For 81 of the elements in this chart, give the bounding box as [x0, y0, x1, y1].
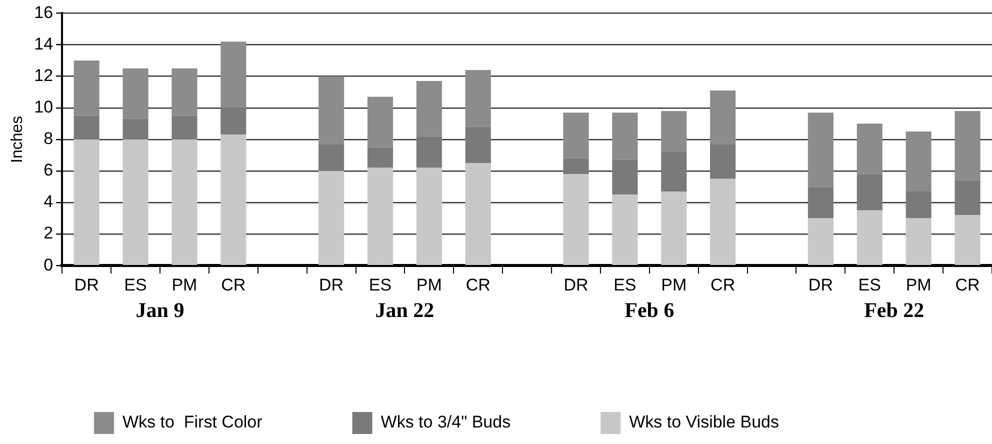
y-tick-label: 4 [44, 192, 54, 212]
bar [661, 191, 687, 265]
bar [661, 111, 687, 152]
bar [906, 191, 932, 218]
bar [416, 136, 442, 168]
bar [612, 160, 638, 195]
x-tick-label: PM [906, 275, 932, 294]
bar [563, 112, 589, 158]
x-tick-label: DR [808, 275, 833, 294]
bar [220, 134, 246, 265]
bar [318, 76, 344, 144]
y-tick-label: 0 [44, 255, 54, 274]
y-tick-label: 10 [34, 98, 54, 117]
y-axis-title: Inches [9, 116, 26, 163]
bar [172, 139, 198, 265]
bar [74, 116, 100, 140]
x-tick-label: ES [858, 275, 881, 294]
x-tick-label: PM [416, 275, 442, 294]
x-tick-label: DR [319, 275, 344, 294]
bar [856, 210, 882, 265]
y-tick-label: 8 [44, 129, 54, 148]
x-tick-label: ES [368, 275, 392, 294]
bar [122, 68, 148, 119]
bar [74, 139, 100, 265]
legend-label: Wks to 3/4" Buds [380, 412, 511, 432]
x-tick-label: DR [74, 275, 99, 294]
bar [954, 111, 980, 180]
x-tick-label: CR [955, 275, 980, 294]
bar [661, 152, 687, 192]
bar [465, 70, 491, 127]
bar [74, 60, 100, 116]
bar [318, 144, 344, 171]
bar [122, 139, 148, 265]
bar [856, 174, 882, 210]
bar [367, 147, 394, 168]
y-tick-label: 2 [44, 224, 54, 243]
bar [808, 112, 834, 187]
y-tick-label: 16 [34, 2, 54, 22]
x-tick-label: PM [661, 275, 687, 294]
bar [710, 178, 736, 265]
bar [416, 168, 442, 265]
bar [808, 218, 834, 265]
text: Feb 6 [624, 298, 674, 322]
y-tick-label: 6 [44, 160, 54, 180]
bar [220, 108, 246, 135]
bar [563, 174, 589, 265]
bar [808, 186, 834, 218]
text: Jan 22 [375, 298, 434, 322]
bar [954, 180, 980, 216]
bar [122, 118, 148, 140]
bar [220, 42, 246, 108]
x-tick-label: ES [614, 275, 636, 294]
x-tick-label: CR [466, 275, 490, 294]
legend-label: Wks to Visible Buds [629, 412, 780, 432]
bar [856, 124, 882, 174]
text: Jan 9 [136, 298, 184, 322]
bar [612, 194, 638, 265]
bar [465, 163, 491, 265]
bar [367, 168, 394, 265]
bar [465, 126, 491, 164]
x-tick-label: CR [710, 275, 736, 294]
bar [954, 215, 980, 265]
legend-label: Wks to First Color [122, 412, 263, 432]
bar [563, 158, 589, 174]
y-tick-label: 12 [34, 66, 54, 85]
bar [172, 116, 198, 140]
bar [906, 132, 932, 192]
y-tick-label: 14 [34, 34, 54, 54]
x-tick-label: ES [124, 275, 147, 294]
bar [416, 81, 442, 136]
bar [172, 68, 198, 116]
bar [367, 96, 394, 148]
bar [906, 218, 932, 265]
x-tick-label: DR [564, 275, 588, 294]
bar [612, 112, 638, 160]
bar [318, 170, 344, 265]
bar [710, 144, 736, 179]
x-tick-label: PM [172, 275, 198, 294]
bar [710, 90, 736, 144]
text: Feb 22 [864, 298, 924, 322]
x-tick-label: CR [221, 275, 246, 294]
